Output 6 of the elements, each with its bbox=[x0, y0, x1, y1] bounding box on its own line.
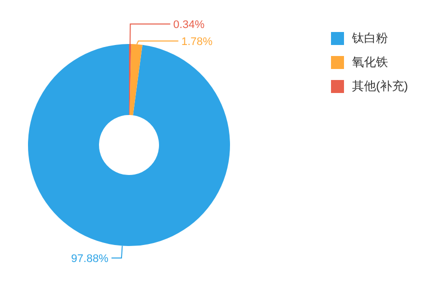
data-label: 1.78% bbox=[181, 36, 213, 48]
legend-label: 氧化铁 bbox=[352, 55, 388, 69]
legend-label: 钛白粉 bbox=[352, 31, 388, 45]
data-label: 97.88% bbox=[71, 253, 109, 265]
legend-label: 其他(补充) bbox=[352, 79, 408, 93]
data-label: 0.34% bbox=[173, 19, 205, 31]
